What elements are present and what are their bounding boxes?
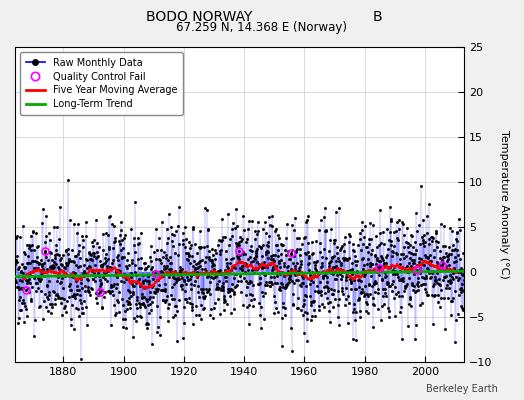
Text: BODO NORWAY: BODO NORWAY <box>146 10 253 24</box>
Y-axis label: Temperature Anomaly (°C): Temperature Anomaly (°C) <box>499 130 509 279</box>
Text: Berkeley Earth: Berkeley Earth <box>426 384 498 394</box>
Legend: Raw Monthly Data, Quality Control Fail, Five Year Moving Average, Long-Term Tren: Raw Monthly Data, Quality Control Fail, … <box>20 52 183 115</box>
Text: 67.259 N, 14.368 E (Norway): 67.259 N, 14.368 E (Norway) <box>177 21 347 34</box>
Text: B: B <box>373 10 382 24</box>
